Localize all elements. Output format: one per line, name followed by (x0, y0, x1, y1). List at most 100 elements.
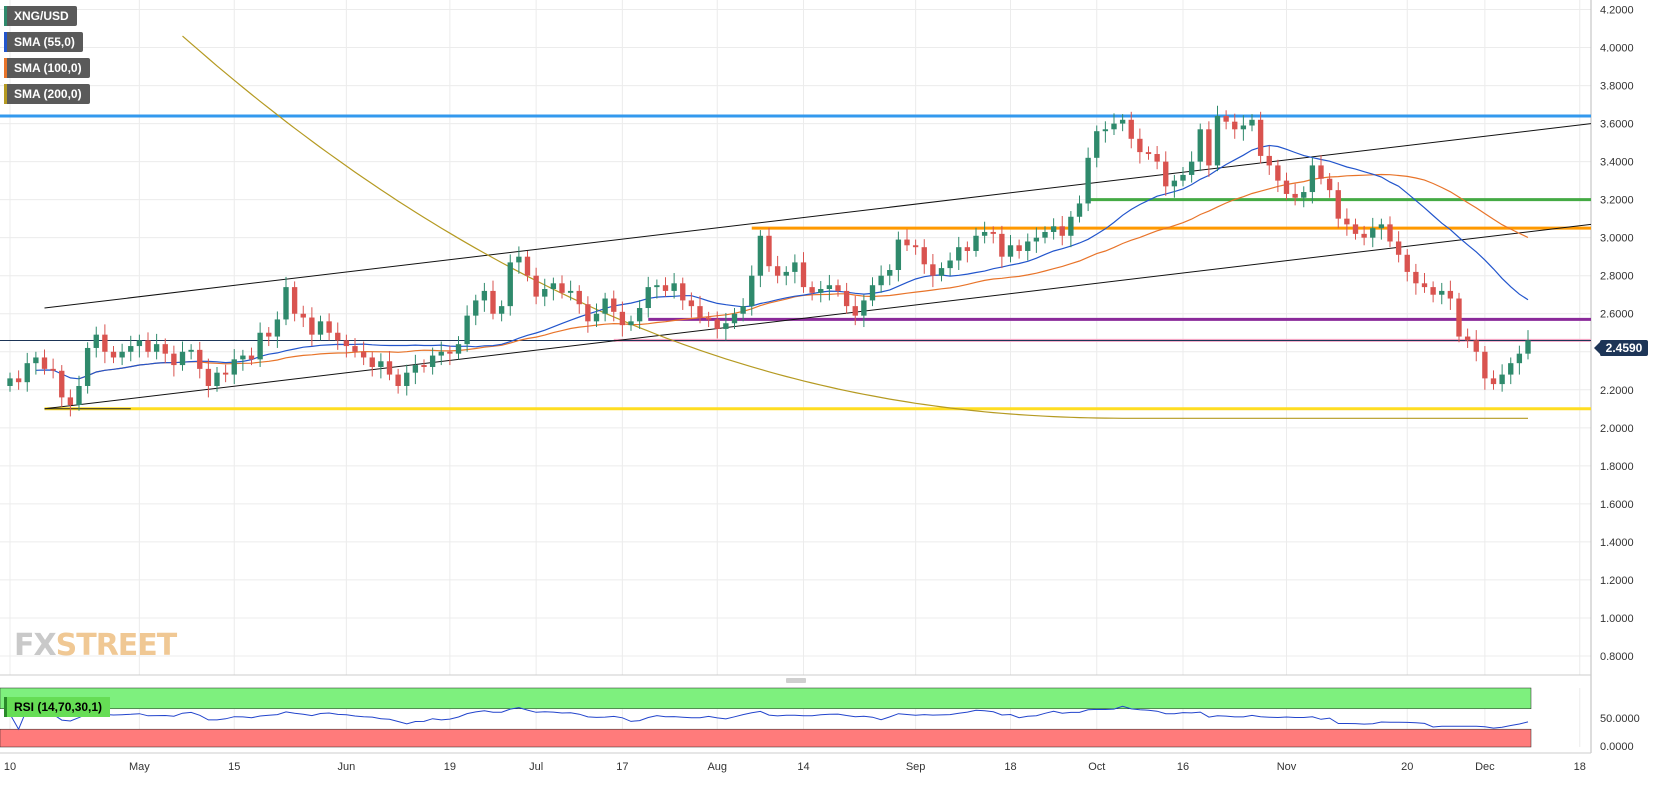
legend-swatch (4, 6, 7, 26)
x-tick-label: 19 (444, 761, 456, 773)
candle-body (222, 372, 229, 375)
candle-body (878, 275, 884, 286)
y-tick-label: 1.2000 (1600, 575, 1634, 587)
candle-body (197, 349, 203, 369)
legend-swatch (4, 58, 7, 78)
candle-body (628, 321, 634, 326)
candle-body (447, 351, 453, 354)
y-tick-label: 4.2000 (1600, 5, 1634, 17)
candle-body (1068, 216, 1074, 236)
candle-body (740, 306, 746, 314)
candle-body (826, 285, 833, 290)
rsi-tick-label: 50.0000 (1600, 713, 1640, 725)
candle-body (524, 256, 531, 276)
y-tick-label: 3.6000 (1600, 119, 1634, 131)
legend-symbol[interactable]: XNG/USD (4, 6, 77, 26)
candle-body (654, 285, 660, 288)
candle-body (369, 357, 375, 367)
candle-body (162, 344, 168, 354)
candle-body (1344, 218, 1350, 225)
candle-body (766, 235, 772, 267)
candle-body (1188, 161, 1195, 175)
candle-body (1395, 241, 1402, 255)
candle-body (1404, 254, 1410, 272)
candle-body (593, 313, 600, 322)
candle-body (1421, 283, 1428, 288)
rsi-overbought-zone (0, 687, 1532, 710)
candle-body (395, 374, 401, 386)
candle-body (516, 256, 522, 263)
candle-body (93, 334, 99, 348)
candle-body (1335, 190, 1341, 219)
candle-body (1197, 129, 1203, 162)
candle-body (1154, 154, 1160, 162)
candle-body (360, 351, 367, 358)
candle-body (912, 245, 919, 248)
x-tick-label: Oct (1088, 761, 1105, 773)
candle-body (15, 378, 22, 383)
y-tick-label: 2.2000 (1600, 385, 1634, 397)
candle-body (188, 349, 194, 352)
candle-body (662, 285, 669, 291)
y-tick-label: 0.8000 (1600, 651, 1634, 663)
candle-body (1525, 340, 1531, 354)
candle-body (1102, 129, 1109, 132)
legend-sma100[interactable]: SMA (100,0) (4, 58, 90, 78)
candle-body (1240, 125, 1247, 130)
candle-body (645, 287, 651, 309)
candle-body (136, 340, 143, 347)
candle-body (602, 298, 608, 314)
candle-body (930, 264, 936, 276)
candle-body (1016, 245, 1022, 251)
candle-body (421, 365, 427, 367)
candle-body (1119, 119, 1126, 124)
candle-body (1111, 123, 1117, 130)
candle-body (429, 355, 436, 367)
candle-body (490, 290, 496, 314)
candle-body (41, 357, 48, 369)
candle-body (800, 262, 807, 288)
candle-body (438, 351, 444, 356)
y-tick-label: 3.0000 (1600, 233, 1634, 245)
x-tick-label: May (129, 761, 150, 773)
x-tick-label: 14 (797, 761, 809, 773)
legend-sma55[interactable]: SMA (55,0) (4, 32, 83, 52)
legend-sma100-label: SMA (100,0) (14, 61, 82, 75)
x-tick-label: Nov (1277, 761, 1297, 773)
candle-body (291, 287, 298, 314)
candle-body (119, 351, 125, 358)
candle-body (887, 270, 893, 276)
candle-body (128, 346, 134, 352)
x-tick-label: 18 (1004, 761, 1016, 773)
candle-body (455, 344, 462, 354)
candle-body (1266, 155, 1272, 166)
legend-sma200-label: SMA (200,0) (14, 87, 82, 101)
y-tick-label: 1.6000 (1600, 499, 1634, 511)
candle-body (1490, 378, 1497, 385)
candle-body (171, 353, 177, 366)
candle-body (585, 304, 591, 322)
pane-resize-handle[interactable] (786, 678, 806, 683)
candle-body (956, 247, 962, 261)
candle-body (723, 323, 729, 329)
candle-body (24, 363, 30, 383)
candle-body (533, 275, 539, 297)
candle-body (386, 361, 393, 375)
legend-swatch (4, 32, 7, 52)
y-tick-label: 3.8000 (1600, 81, 1634, 93)
candle-body (1482, 351, 1488, 379)
legend-sma200[interactable]: SMA (200,0) (4, 84, 90, 104)
candle-body (266, 332, 272, 337)
candle-body (153, 344, 160, 352)
candle-body (352, 346, 358, 352)
rsi-legend-label: RSI (14,70,30,1) (14, 700, 103, 714)
candle-body (1076, 203, 1083, 217)
candle-body (1257, 119, 1264, 156)
candle-body (1171, 180, 1178, 187)
candle-body (843, 290, 850, 307)
candle-body (498, 306, 505, 314)
rsi-tick-label: 0.0000 (1600, 741, 1634, 753)
rsi-legend[interactable]: RSI (14,70,30,1) (4, 697, 111, 717)
candle-body (964, 247, 971, 251)
